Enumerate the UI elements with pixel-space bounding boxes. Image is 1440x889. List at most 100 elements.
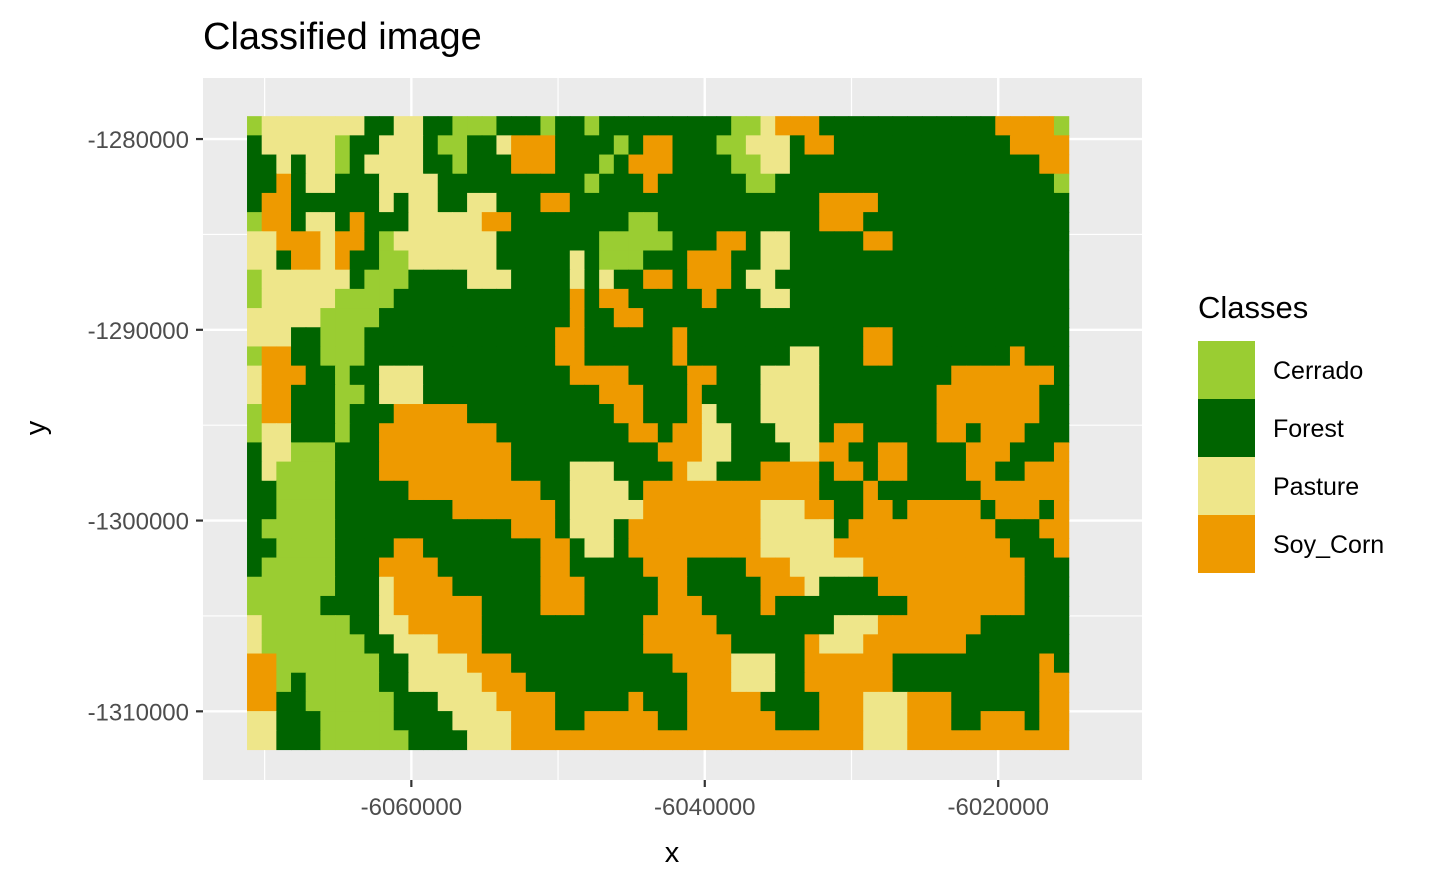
raster-cell-forest (628, 461, 644, 482)
raster-cell-forest (393, 519, 409, 539)
raster-cell-forest (877, 384, 894, 405)
raster-cell-soy-corn (657, 730, 674, 751)
raster-cell-soy-corn (951, 499, 967, 520)
raster-cell-cerrado (379, 250, 395, 271)
raster-cell-pasture (393, 384, 409, 405)
raster-cell-forest (863, 154, 879, 175)
raster-cell-forest (775, 691, 791, 712)
raster-cell-forest (379, 538, 395, 559)
raster-cell-soy-corn (804, 135, 820, 156)
raster-cell-forest (995, 672, 1011, 693)
raster-cell-forest (877, 365, 894, 386)
raster-cell-soy-corn (452, 423, 468, 444)
raster-cell-forest (731, 173, 747, 194)
raster-cell-forest (628, 173, 644, 194)
raster-cell-cerrado (335, 672, 351, 693)
raster-cell-forest (936, 116, 952, 136)
raster-cell-forest (291, 711, 307, 731)
raster-cell-soy-corn (540, 154, 556, 175)
raster-cell-cerrado (335, 615, 351, 635)
raster-cell-cerrado (320, 615, 336, 635)
raster-cell-soy-corn (643, 423, 659, 444)
raster-cell-forest (804, 327, 820, 348)
legend-key-forest (1198, 399, 1255, 457)
raster-cell-forest (657, 461, 674, 482)
raster-cell-soy-corn (276, 212, 292, 232)
raster-cell-cerrado (481, 116, 498, 136)
raster-cell-soy-corn (965, 384, 982, 405)
raster-cell-pasture (496, 135, 512, 156)
raster-cell-soy-corn (511, 730, 527, 751)
raster-cell-soy-corn (467, 499, 483, 520)
raster-cell-pasture (276, 269, 292, 290)
raster-cell-pasture (863, 615, 879, 635)
raster-cell-pasture (760, 250, 776, 271)
raster-cell-forest (687, 308, 703, 328)
raster-cell-forest (247, 173, 263, 194)
raster-cell-forest (731, 365, 747, 386)
raster-cell-soy-corn (599, 365, 615, 386)
raster-cell-forest (276, 711, 292, 731)
raster-cell-pasture (599, 461, 615, 482)
raster-cell-forest (613, 615, 630, 635)
raster-cell-pasture (320, 250, 336, 271)
raster-cell-forest (965, 250, 982, 271)
raster-cell-cerrado (437, 135, 454, 156)
raster-cell-forest (951, 691, 967, 712)
raster-cell-forest (481, 308, 498, 328)
raster-cell-forest (540, 327, 556, 348)
raster-cell-forest (247, 154, 263, 175)
raster-cell-forest (393, 691, 409, 712)
raster-cell-soy-corn (877, 576, 894, 597)
legend-label-pasture: Pasture (1273, 473, 1359, 501)
raster-cell-forest (1009, 231, 1026, 252)
raster-cell-forest (613, 192, 630, 213)
raster-cell-pasture (804, 576, 820, 597)
raster-cell-forest (907, 154, 923, 175)
raster-cell-soy-corn (408, 461, 424, 482)
raster-cell-pasture (247, 615, 263, 635)
raster-cell-cerrado (320, 442, 336, 463)
raster-cell-forest (965, 154, 982, 175)
raster-cell-soy-corn (481, 480, 498, 501)
raster-cell-forest (877, 173, 894, 194)
raster-cell-forest (687, 576, 703, 597)
raster-cell-pasture (247, 365, 263, 386)
raster-cell-forest (804, 212, 820, 232)
raster-cell-cerrado (452, 154, 468, 175)
raster-cell-forest (335, 557, 351, 578)
raster-cell-soy-corn (628, 730, 644, 751)
raster-cell-forest (907, 365, 923, 386)
raster-cell-forest (819, 461, 835, 482)
raster-cell-cerrado (276, 595, 292, 616)
raster-cell-soy-corn (907, 634, 923, 655)
raster-cell-cerrado (247, 116, 263, 136)
raster-cell-forest (965, 327, 982, 348)
raster-cell-soy-corn (804, 480, 820, 501)
raster-cell-forest (716, 327, 732, 348)
raster-cell-soy-corn (672, 730, 688, 751)
raster-cell-forest (1024, 154, 1040, 175)
raster-cell-forest (789, 327, 806, 348)
raster-cell-soy-corn (921, 730, 938, 751)
raster-cell-cerrado (276, 538, 292, 559)
raster-cell-forest (599, 135, 615, 156)
raster-cell-soy-corn (995, 423, 1011, 444)
raster-cell-forest (599, 634, 615, 655)
raster-cell-forest (628, 346, 644, 367)
raster-cell-pasture (760, 519, 776, 539)
raster-cell-pasture (584, 461, 600, 482)
raster-cell-pasture (467, 250, 483, 271)
raster-cell-forest (1039, 212, 1055, 232)
raster-cell-forest (819, 615, 835, 635)
raster-cell-forest (511, 442, 527, 463)
raster-cell-forest (731, 423, 747, 444)
raster-cell-soy-corn (1053, 135, 1070, 156)
raster-cell-cerrado (745, 116, 762, 136)
raster-cell-forest (907, 288, 923, 309)
raster-cell-forest (745, 250, 762, 271)
raster-cell-forest (863, 595, 879, 616)
raster-cell-pasture (247, 730, 263, 751)
raster-cell-forest (584, 634, 600, 655)
raster-cell-soy-corn (877, 653, 894, 674)
